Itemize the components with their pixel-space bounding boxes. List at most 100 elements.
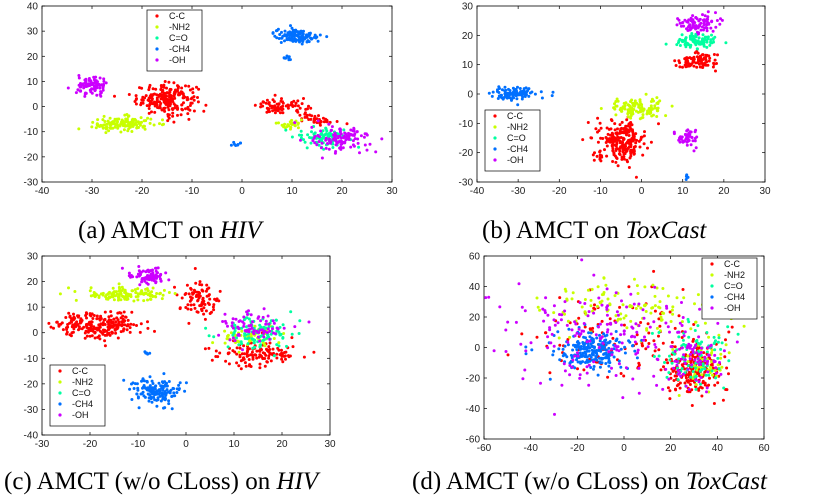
point-cc — [79, 317, 83, 321]
point-nh2 — [680, 320, 684, 324]
point-oh — [592, 311, 596, 315]
point-oh — [368, 142, 372, 146]
point-ch4 — [128, 387, 132, 391]
point-oh — [310, 125, 314, 129]
point-oh — [637, 366, 641, 370]
point-co — [657, 331, 661, 334]
point-cc — [202, 109, 206, 113]
point-co — [275, 343, 279, 347]
point-nh2 — [89, 286, 93, 290]
point-cc — [634, 175, 638, 179]
point-cc — [255, 349, 259, 353]
point-nh2 — [664, 114, 668, 118]
point-cc — [172, 102, 176, 106]
point-cc — [113, 323, 117, 327]
point-co — [705, 331, 709, 334]
point-ch4 — [578, 351, 582, 355]
point-oh — [685, 143, 689, 147]
point-ch4 — [598, 365, 602, 369]
point-cc — [576, 367, 579, 371]
point-cc — [140, 98, 144, 102]
point-cc — [189, 303, 193, 307]
point-ch4 — [283, 39, 286, 43]
point-cc — [119, 311, 123, 315]
point-co — [258, 345, 262, 349]
point-cc — [201, 289, 204, 293]
point-cc — [171, 114, 175, 118]
x-tick-label: -20 — [83, 439, 98, 450]
point-ch4 — [233, 142, 236, 146]
point-co — [701, 362, 705, 366]
y-tick-label: 20 — [27, 277, 39, 288]
point-oh — [89, 80, 93, 84]
point-cc — [123, 319, 127, 323]
point-cc — [246, 354, 250, 358]
point-nh2 — [148, 121, 152, 125]
point-nh2 — [160, 123, 164, 127]
point-cc — [627, 138, 630, 142]
point-oh — [258, 328, 262, 332]
point-cc — [186, 105, 190, 109]
point-oh — [329, 129, 333, 132]
point-ch4 — [518, 87, 522, 90]
point-cc — [286, 106, 290, 110]
point-oh — [703, 359, 706, 363]
point-nh2 — [641, 113, 645, 117]
point-cc — [199, 304, 203, 308]
point-nh2 — [639, 108, 643, 112]
point-co — [677, 357, 681, 361]
point-oh — [224, 321, 228, 325]
point-cc — [57, 324, 61, 328]
point-ch4 — [597, 342, 601, 346]
point-cc — [716, 53, 719, 57]
point-co — [251, 346, 255, 350]
point-oh — [666, 325, 670, 329]
point-cc — [180, 296, 184, 300]
point-ch4 — [300, 42, 304, 46]
point-cc — [684, 376, 688, 380]
point-nh2 — [134, 121, 137, 125]
point-cc — [632, 135, 636, 139]
point-oh — [550, 332, 554, 336]
point-ch4 — [287, 55, 291, 59]
point-oh — [95, 86, 99, 90]
point-cc — [191, 91, 195, 95]
point-oh — [88, 83, 92, 87]
point-co — [258, 323, 262, 327]
legend-label: -OH — [507, 155, 524, 165]
point-co — [695, 47, 699, 51]
point-cc — [616, 138, 620, 142]
point-nh2 — [121, 287, 125, 291]
point-cc — [581, 138, 585, 142]
point-cc — [506, 353, 510, 357]
point-oh — [681, 140, 685, 144]
point-co — [708, 43, 712, 47]
point-cc — [633, 145, 637, 148]
point-oh — [705, 362, 709, 366]
point-oh — [548, 326, 552, 330]
point-cc — [681, 65, 684, 69]
legend-marker — [58, 402, 62, 406]
point-oh — [275, 326, 279, 330]
point-ch4 — [550, 94, 554, 98]
point-cc — [128, 326, 132, 330]
point-oh — [271, 327, 274, 331]
point-cc — [613, 128, 617, 132]
point-oh — [652, 320, 656, 324]
point-oh — [504, 350, 508, 353]
point-cc — [605, 137, 609, 141]
point-cc — [189, 308, 193, 311]
point-ch4 — [598, 333, 601, 337]
point-cc — [683, 381, 687, 385]
point-oh — [223, 312, 227, 316]
point-cc — [258, 353, 262, 357]
point-oh — [324, 146, 328, 150]
point-cc — [265, 98, 269, 102]
point-nh2 — [117, 124, 121, 128]
point-cc — [172, 120, 176, 124]
point-nh2 — [629, 100, 632, 103]
point-oh — [242, 322, 246, 326]
point-oh — [104, 81, 108, 85]
point-oh — [703, 14, 707, 18]
point-nh2 — [671, 348, 675, 351]
